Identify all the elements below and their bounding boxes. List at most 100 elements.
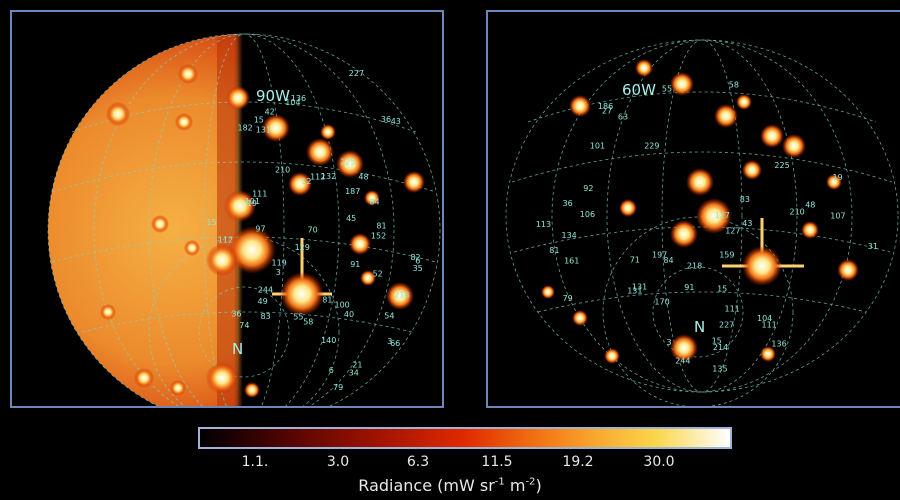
feature-number-label: 106: [580, 210, 595, 219]
feature-number-label: 43: [391, 117, 401, 126]
feature-number-label: 40: [344, 310, 354, 319]
feature-number-label: 218: [687, 262, 702, 271]
feature-number-label: 91: [350, 260, 360, 269]
feature-number-label: 210: [275, 166, 290, 175]
feature-number-label: 45: [346, 214, 356, 223]
feature-number-label: 66: [390, 339, 400, 348]
colorbar-tick: 11.5: [481, 454, 513, 470]
feature-number-label: 42: [265, 108, 275, 117]
longitude-label: 90W: [256, 87, 290, 105]
feature-number-label: 97: [255, 225, 265, 234]
feature-number-label: 3: [276, 268, 281, 277]
feature-number-label: 227: [719, 321, 734, 330]
feature-number-label: 81: [322, 296, 332, 305]
feature-number-label: 131: [256, 126, 271, 135]
feature-number-label: 3: [667, 338, 672, 347]
feature-number-label: 136: [291, 94, 306, 103]
feature-number-label: 82: [410, 253, 420, 262]
feature-number-label: 55: [293, 312, 303, 321]
feature-number-label: 92: [583, 184, 593, 193]
feature-number-label: 43: [742, 219, 752, 228]
feature-number-label: 159: [719, 250, 734, 259]
feature-number-label: 74: [239, 321, 249, 330]
feature-number-label: 112: [218, 235, 233, 244]
feature-number-label: 127: [715, 211, 730, 220]
feature-number-label: 107: [830, 211, 845, 220]
feature-number-label: 182: [238, 124, 253, 133]
feature-number-label: 81: [549, 246, 559, 255]
feature-number-label: 152: [371, 231, 386, 240]
feature-number-label: 6: [329, 366, 334, 375]
colorbar-title: Radiance (mW sr-1 m-2): [358, 476, 542, 495]
feature-number-label: 79: [563, 294, 573, 303]
feature-number-label: 119: [272, 259, 287, 268]
feature-number-label: 84: [663, 256, 673, 265]
feature-number-label: 36: [231, 310, 241, 319]
feature-number-label: 197: [652, 251, 667, 260]
feature-number-label: 225: [774, 161, 789, 170]
feature-number-label: 48: [805, 201, 815, 210]
feature-number-label: 35: [413, 264, 423, 273]
feature-number-label: 48: [358, 172, 368, 181]
feature-number-label: 127: [725, 227, 740, 236]
feature-number-label: 135: [712, 364, 727, 373]
feature-number-label: 15: [712, 337, 722, 346]
colorbar-tick: 19.2: [562, 454, 594, 470]
feature-number-label: 131: [627, 286, 642, 295]
feature-number-label: 186: [598, 102, 613, 111]
north-pole-label: N: [232, 340, 243, 358]
feature-number-label: 134: [562, 231, 577, 240]
feature-number-label: 58: [729, 81, 739, 90]
colorbar-tick: 3.0: [326, 454, 350, 470]
feature-number-label: 15: [207, 218, 217, 227]
feature-number-label: 129: [295, 243, 310, 252]
feature-number-label: 113: [536, 220, 551, 229]
feature-number-label: 244: [675, 357, 690, 366]
feature-number-label: 225: [340, 158, 355, 167]
colorbar-tick: 6.3: [406, 454, 430, 470]
feature-number-label: 27: [602, 107, 612, 116]
feature-number-label: 63: [618, 113, 628, 122]
north-pole-label: N: [694, 318, 705, 336]
feature-number-label: 170: [654, 297, 669, 306]
feature-number-label: 104: [285, 98, 300, 107]
feature-number-label: 83: [740, 195, 750, 204]
feature-number-label: 83: [261, 312, 271, 321]
feature-number-label: 218: [394, 290, 409, 299]
feature-number-label: 84: [369, 197, 379, 206]
feature-number-label: 31: [868, 242, 878, 251]
feature-number-label: 100: [335, 300, 350, 309]
feature-number-label: 214: [713, 343, 728, 352]
feature-number-label: 111: [725, 305, 740, 314]
feature-number-label: 104: [757, 314, 772, 323]
colorbar-tick: 30.0: [643, 454, 675, 470]
feature-number-label: 111: [762, 321, 777, 330]
feature-number-label: 140: [321, 336, 336, 345]
feature-number-label: 58: [303, 317, 313, 326]
colorbar-tick: 1.1.: [241, 454, 269, 470]
infrared-disk-90w: 90W N 43 52 187 83 210 3 3 97 54 55 82 34 119 111 136 9…: [47, 33, 441, 406]
feature-number-label: 136: [771, 340, 786, 349]
feature-number-label: 131: [632, 282, 647, 291]
feature-number-label: 244: [258, 286, 273, 295]
feature-number-label: 6: [415, 257, 420, 266]
radiance-colorbar: [198, 427, 732, 449]
feature-number-label: 52: [373, 270, 383, 279]
infrared-image-60w: 60W N 43 127 107 83 210 27 197 3 31 55 214 92 135 111…: [486, 10, 900, 408]
feature-number-label: 49: [258, 297, 268, 306]
feature-number-label: 36: [563, 199, 573, 208]
longitude-label: 60W: [622, 81, 656, 99]
feature-number-label: 55: [662, 85, 672, 94]
infrared-image-90w: 90W N 43 52 187 83 210 3 3 97 54 55 82 34 119 111 136 9…: [10, 10, 444, 408]
feature-number-label: 79: [333, 383, 343, 392]
feature-number-label: 70: [308, 226, 318, 235]
feature-number-label: 111: [252, 190, 267, 199]
feature-number-label: 161: [564, 257, 579, 266]
feature-number-label: 15: [717, 285, 727, 294]
feature-number-label: 71: [630, 255, 640, 264]
feature-number-label: 91: [684, 283, 694, 292]
feature-number-label: 101: [590, 141, 605, 150]
feature-number-label: 21: [352, 361, 362, 370]
feature-number-label: 210: [790, 208, 805, 217]
